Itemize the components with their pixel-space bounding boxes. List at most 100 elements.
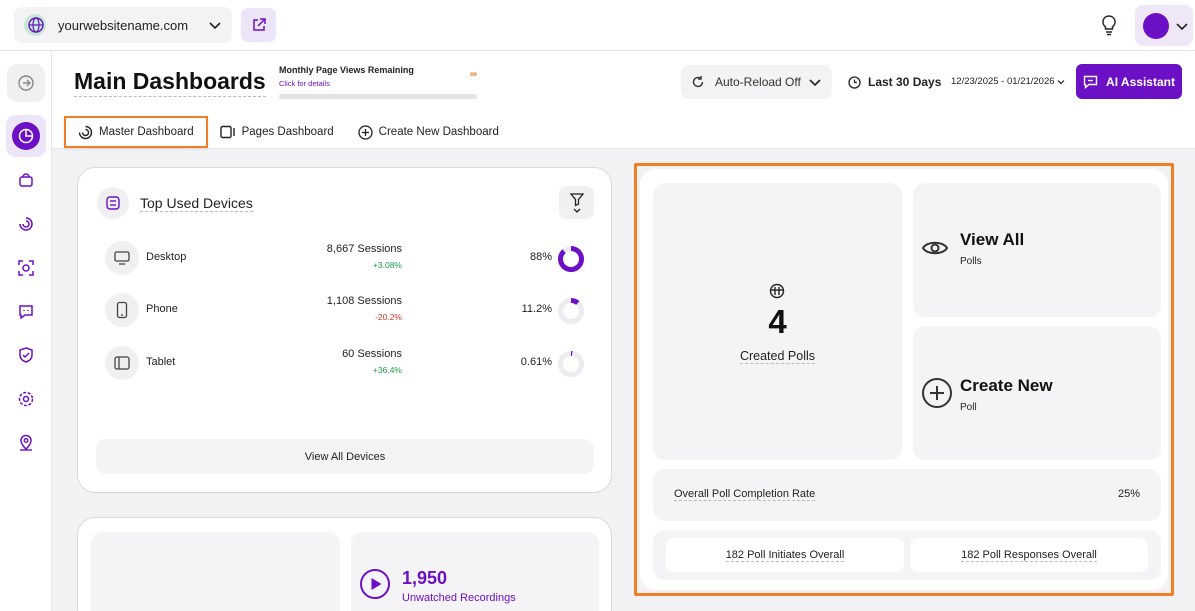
date-range-dropdown[interactable]: 12/23/2025 - 01/21/2026 xyxy=(951,76,1065,87)
avatar xyxy=(1143,12,1169,39)
device-change: +3.08% xyxy=(372,260,402,270)
polls-card: 4 Created Polls View All Polls Create Ne… xyxy=(640,169,1168,590)
created-polls-count: 4 xyxy=(768,303,787,340)
globe-icon xyxy=(24,14,46,36)
create-new-poll-tile[interactable]: Create New Poll xyxy=(913,326,1161,460)
device-percent: 88% xyxy=(529,251,552,263)
donut-track xyxy=(558,351,584,377)
open-site-button[interactable] xyxy=(241,8,276,42)
plus-circle-icon xyxy=(358,124,373,140)
unwatched-recordings-tile[interactable]: 1,950 Unwatched Recordings xyxy=(351,532,599,611)
eye-icon xyxy=(921,241,949,255)
external-link-icon xyxy=(252,18,266,31)
pages-icon xyxy=(219,125,235,139)
date-range-picker[interactable]: Last 30 Days xyxy=(848,75,941,89)
sidebar-item-settings[interactable] xyxy=(12,385,40,413)
tablet-icon xyxy=(105,346,139,380)
poll-initiates-chip[interactable]: 182 Poll Initiates Overall xyxy=(666,538,904,572)
donut-track xyxy=(558,298,584,324)
poll-responses-chip[interactable]: 182 Poll Responses Overall xyxy=(910,538,1148,572)
devices-title: Top Used Devices xyxy=(140,195,253,212)
spiral-icon xyxy=(19,217,33,231)
target-icon xyxy=(18,260,34,276)
tab-create-new-dashboard[interactable]: Create New Dashboard xyxy=(346,117,511,147)
device-share-donut xyxy=(558,246,584,272)
tab-label: Master Dashboard xyxy=(99,126,194,138)
site-name: yourwebsitename.com xyxy=(58,17,189,33)
sidebar-item-dashboard[interactable] xyxy=(6,115,46,157)
chevron-down-icon xyxy=(1057,79,1064,84)
unwatched-recordings-label: Unwatched Recordings xyxy=(402,592,516,604)
view-all-title: View All xyxy=(960,230,1025,249)
device-percent: 11.2% xyxy=(521,303,552,315)
recordings-card: 1,950 Unwatched Recordings xyxy=(77,517,612,611)
donut-share-arc xyxy=(558,298,584,324)
view-all-sub: Polls xyxy=(960,256,982,267)
device-row-tablet[interactable]: Tablet 60 Sessions +36.4% 0.61% xyxy=(105,346,585,382)
donut-share-arc xyxy=(558,351,584,377)
clock-icon xyxy=(848,75,861,89)
filter-icon xyxy=(569,192,584,213)
dashboard-icon xyxy=(12,122,40,150)
spiral-icon xyxy=(78,125,93,139)
created-polls-label-wrap: Created Polls xyxy=(653,349,902,364)
poll-initiates-label: 182 Poll Initiates Overall xyxy=(725,548,845,562)
tab-pages-dashboard[interactable]: Pages Dashboard xyxy=(208,117,346,147)
sidebar-item-locations[interactable] xyxy=(12,429,40,457)
view-all-polls-tile[interactable]: View All Polls xyxy=(913,183,1161,317)
create-new-sub: Poll xyxy=(960,402,977,413)
desktop-icon xyxy=(105,241,139,275)
sidebar-item-feedback[interactable] xyxy=(12,298,40,326)
sidebar-item-security[interactable] xyxy=(12,341,40,369)
auto-reload-dropdown[interactable]: Auto-Reload Off xyxy=(681,65,832,99)
chevron-down-icon xyxy=(1176,22,1188,30)
view-all-devices-button[interactable]: View All Devices xyxy=(96,439,594,474)
user-menu[interactable] xyxy=(1135,5,1193,46)
sidebar-toggle-button[interactable] xyxy=(7,64,45,102)
phone-icon xyxy=(105,293,139,327)
chat-icon xyxy=(19,305,33,320)
sidebar-item-analytics[interactable] xyxy=(12,210,40,238)
sidebar-item-recordings[interactable] xyxy=(12,254,40,282)
created-polls-label: Created Polls xyxy=(739,349,816,364)
device-sessions: 60 Sessions xyxy=(342,348,402,360)
donut-share-arc xyxy=(558,246,584,272)
device-sessions: 8,667 Sessions xyxy=(326,243,402,255)
reload-icon xyxy=(692,76,704,88)
device-row-phone[interactable]: Phone 1,108 Sessions -20.2% 11.2% xyxy=(105,293,585,329)
ai-assistant-label: AI Assistant xyxy=(1106,74,1175,89)
page-views-details-link[interactable]: Click for details xyxy=(279,79,330,88)
chevron-down-icon xyxy=(209,22,221,30)
ai-chat-icon xyxy=(1083,75,1098,89)
auto-reload-label: Auto-Reload Off xyxy=(715,75,801,89)
ai-assistant-button[interactable]: AI Assistant xyxy=(1076,64,1182,99)
site-selector[interactable]: yourwebsitename.com xyxy=(14,7,232,43)
top-bar: yourwebsitename.com xyxy=(0,0,1195,51)
device-percent: 0.61% xyxy=(520,356,552,368)
device-row-desktop[interactable]: Desktop 8,667 Sessions +3.08% 88% xyxy=(105,241,585,277)
location-pin-icon xyxy=(20,434,32,451)
poll-totals-row: 182 Poll Initiates Overall 182 Poll Resp… xyxy=(653,530,1161,580)
play-icon xyxy=(360,569,390,599)
devices-icon xyxy=(97,187,129,219)
poll-completion-rate-row: Overall Poll Completion Rate 25% xyxy=(653,469,1161,521)
page-views-value: ∞ xyxy=(469,69,477,80)
tab-label: Pages Dashboard xyxy=(241,126,334,138)
gear-icon xyxy=(18,391,34,407)
chevron-down-icon xyxy=(809,79,821,87)
date-range-value: 12/23/2025 - 01/21/2026 xyxy=(951,76,1055,87)
recordings-preview xyxy=(91,532,340,611)
bag-icon xyxy=(19,173,33,187)
date-range-label: Last 30 Days xyxy=(868,75,942,89)
devices-filter-button[interactable] xyxy=(559,186,594,219)
device-name: Desktop xyxy=(146,251,187,263)
top-used-devices-card: Top Used Devices Desktop 8,667 Sessions … xyxy=(77,167,612,493)
device-change: +36.4% xyxy=(372,365,402,375)
created-polls-tile[interactable]: 4 Created Polls xyxy=(653,183,902,460)
device-name: Tablet xyxy=(146,356,176,368)
page-views-widget[interactable]: Monthly Page Views Remaining Click for d… xyxy=(279,65,477,99)
polls-panel: 4 Created Polls View All Polls Create Ne… xyxy=(634,163,1174,596)
tips-button[interactable] xyxy=(1092,8,1126,42)
tab-master-dashboard[interactable]: Master Dashboard xyxy=(64,116,208,148)
sidebar-item-shop[interactable] xyxy=(12,166,40,194)
